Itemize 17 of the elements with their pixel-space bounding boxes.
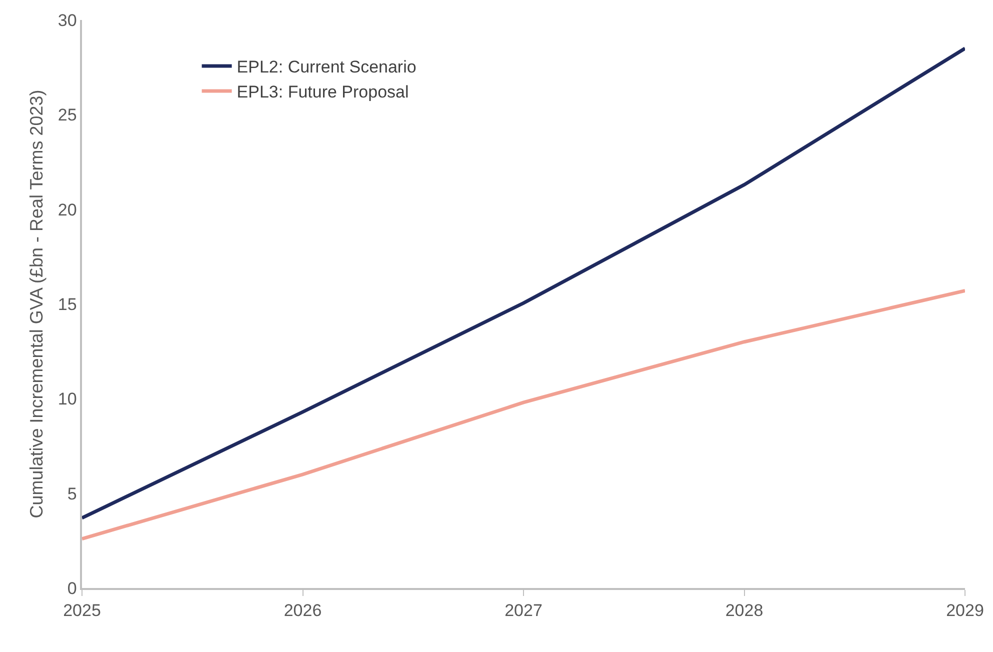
x-tick-label: 2025 (63, 601, 101, 620)
y-tick-label: 0 (67, 578, 77, 598)
y-tick-label: 10 (58, 390, 77, 409)
legend-label: EPL3: Future Proposal (236, 82, 409, 102)
y-tick-label: 5 (67, 484, 77, 504)
y-tick-label: 25 (58, 106, 77, 125)
x-tick-label: 2028 (725, 601, 764, 620)
y-tick-label: 15 (58, 294, 77, 314)
x-tick-label: 2026 (284, 601, 322, 620)
line-series (82, 289, 965, 541)
y-axis-title: Cumulative Incremental GVA (£bn - Real Terms 2023) (26, 90, 47, 518)
y-tick-label: 30 (58, 10, 77, 30)
x-tick-label: 2029 (946, 601, 984, 620)
y-tick-label: 20 (58, 200, 77, 220)
x-tick-label: 2027 (504, 601, 542, 620)
line-series (82, 46, 965, 520)
legend-label: EPL2: Current Scenario (236, 58, 416, 77)
